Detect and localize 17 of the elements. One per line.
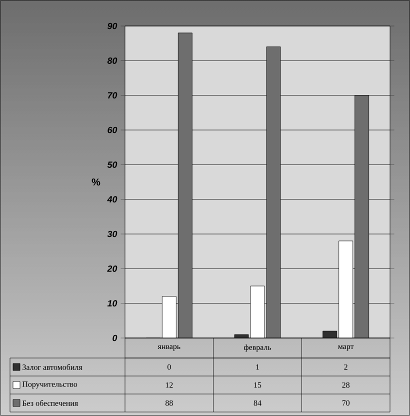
bar (354, 95, 370, 338)
bar (266, 46, 281, 338)
y-tick-label: 50 (107, 161, 118, 168)
bar (178, 32, 192, 338)
y-tick-label: 40 (107, 196, 118, 203)
y-tick-label: 60 (108, 126, 118, 134)
y-tick-label: 20 (107, 265, 118, 272)
bar (162, 296, 176, 338)
y-tick-label: 70 (108, 92, 118, 99)
bar (250, 286, 265, 338)
y-tick-label: 0 (112, 334, 118, 342)
bar (338, 240, 354, 338)
y-tick-label: 90 (107, 22, 118, 30)
y-tick-label: 10 (107, 300, 118, 307)
y-tick-label: 30 (107, 230, 118, 238)
y-axis-title: % (92, 178, 100, 186)
y-tick-label: 80 (107, 57, 118, 64)
